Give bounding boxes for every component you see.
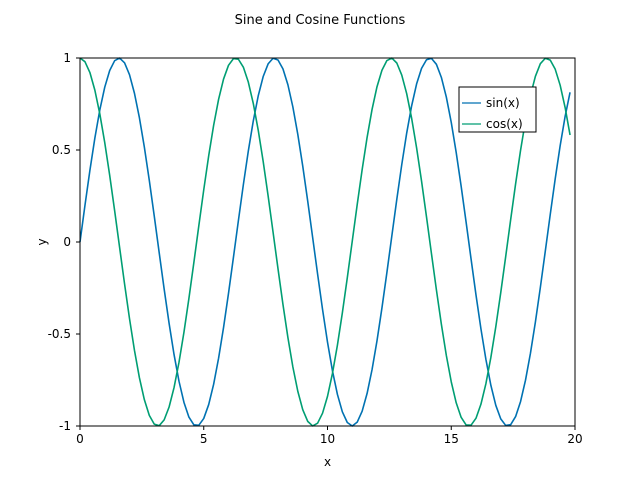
x-tick-label: 20 [567, 432, 582, 446]
x-axis-ticks: 0 5 10 15 20 [76, 426, 583, 446]
plot-lines [79, 57, 571, 427]
legend-label-sin: sin(x) [486, 96, 520, 110]
legend: sin(x) cos(x) [458, 86, 537, 133]
y-tick-label: -1 [59, 419, 71, 433]
y-tick-label: 1 [63, 51, 71, 65]
chart-title: Sine and Cosine Functions [235, 13, 406, 28]
x-tick-label: 15 [444, 432, 459, 446]
x-tick-label: 10 [320, 432, 335, 446]
y-tick-label: 0.5 [52, 143, 71, 157]
y-tick-label: -0.5 [48, 327, 71, 341]
legend-label-cos: cos(x) [486, 117, 523, 131]
series-line-cos [79, 57, 571, 427]
x-axis-label: x [324, 455, 331, 469]
y-axis-label: y [35, 238, 49, 245]
y-axis-ticks: -1 -0.5 0 0.5 1 [48, 51, 80, 433]
x-tick-label: 5 [200, 432, 208, 446]
legend-box [458, 86, 537, 133]
x-tick-label: 0 [76, 432, 84, 446]
y-tick-label: 0 [63, 235, 71, 249]
